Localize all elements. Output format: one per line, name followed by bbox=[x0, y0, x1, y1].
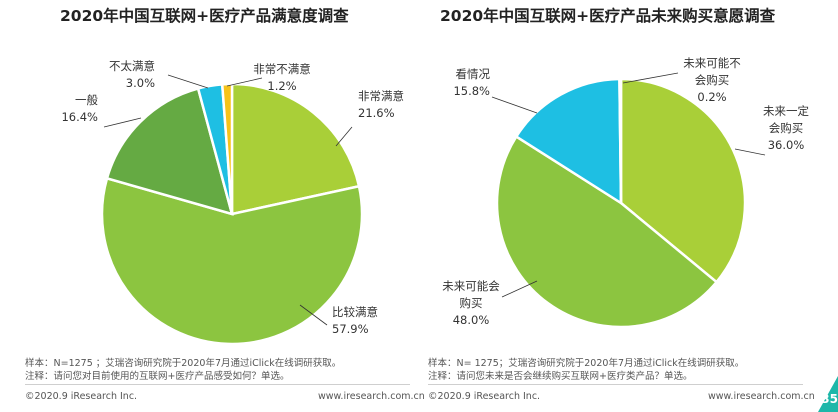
pie1-slice-2 bbox=[100, 176, 364, 346]
pie2-label-2: 未来可能会购买 48.0% bbox=[442, 279, 500, 327]
pie1-label-4: 不太满意 3.0% bbox=[109, 59, 155, 90]
pie1-slice-5 bbox=[220, 82, 234, 215]
pie1-label-2: 比较满意 57.9% bbox=[332, 305, 378, 336]
pie2-label-1: 未来一定会购买 36.0% bbox=[763, 104, 809, 152]
pie2-leader-4 bbox=[622, 72, 679, 84]
chart-title-purchase-intent: 2020年中国互联网+医疗产品未来购买意愿调查 bbox=[440, 7, 776, 25]
pie1-label-5: 非常不满意 1.2% bbox=[253, 62, 311, 93]
question-note-left: 注释：请问您对目前使用的互联网+医疗产品感受如何？单选。 bbox=[25, 371, 290, 382]
pie1-slice-1 bbox=[230, 82, 361, 216]
footer-url-left: www.iresearch.com.cn bbox=[318, 391, 425, 402]
pie2-leader-2 bbox=[501, 280, 538, 298]
pie1-slice-3 bbox=[105, 86, 234, 216]
pie1-label-1: 非常满意 21.6% bbox=[358, 89, 404, 120]
pie2-slice-1 bbox=[619, 77, 747, 284]
chart-title-satisfaction: 2020年中国互联网+医疗产品满意度调查 bbox=[60, 7, 349, 25]
page-number: 35 bbox=[821, 392, 838, 406]
note-left: 样本：N=1275 ；艾瑞咨询研究院于2020年7月通过iClick在线调研获取… bbox=[25, 357, 341, 383]
pie2-slice-2 bbox=[495, 134, 719, 329]
pie2-leader-3 bbox=[491, 96, 538, 114]
pie1-leader-3 bbox=[103, 117, 142, 128]
pie1-label-3: 一般 16.4% bbox=[61, 93, 98, 124]
footer-url-right: www.iresearch.com.cn bbox=[708, 391, 815, 402]
pie1-leader-5 bbox=[226, 77, 263, 87]
pie2-slice-3 bbox=[514, 77, 623, 206]
pie2-label-4: 未来可能不会购买 0.2% bbox=[683, 56, 741, 104]
pie2-label-3: 看情况 15.8% bbox=[453, 67, 490, 98]
note-right: 样本：N= 1275；艾瑞咨询研究院于2020年7月通过iClick在线调研获取… bbox=[428, 357, 744, 383]
pie2-leader-1 bbox=[734, 148, 766, 156]
sample-note-left: 样本：N=1275 ；艾瑞咨询研究院于2020年7月通过iClick在线调研获取… bbox=[25, 358, 342, 369]
footer-copyright-left: ©2020.9 iResearch Inc. bbox=[25, 391, 138, 402]
footer-divider-right bbox=[428, 384, 803, 385]
pie1-leader-4 bbox=[167, 74, 209, 89]
footer-copyright-right: ©2020.9 iResearch Inc. bbox=[428, 391, 541, 402]
page-corner-decoration bbox=[818, 376, 838, 412]
footer-divider-left bbox=[25, 384, 410, 385]
pie1-leader-2 bbox=[299, 304, 328, 326]
question-note-right: 注释：请问您未来是否会继续购买互联网+医疗类产品？单选。 bbox=[428, 371, 693, 382]
pie1-leader-1 bbox=[335, 126, 353, 147]
pie2-slice-4 bbox=[618, 77, 623, 204]
sample-note-right: 样本：N= 1275；艾瑞咨询研究院于2020年7月通过iClick在线调研获取… bbox=[428, 358, 745, 369]
